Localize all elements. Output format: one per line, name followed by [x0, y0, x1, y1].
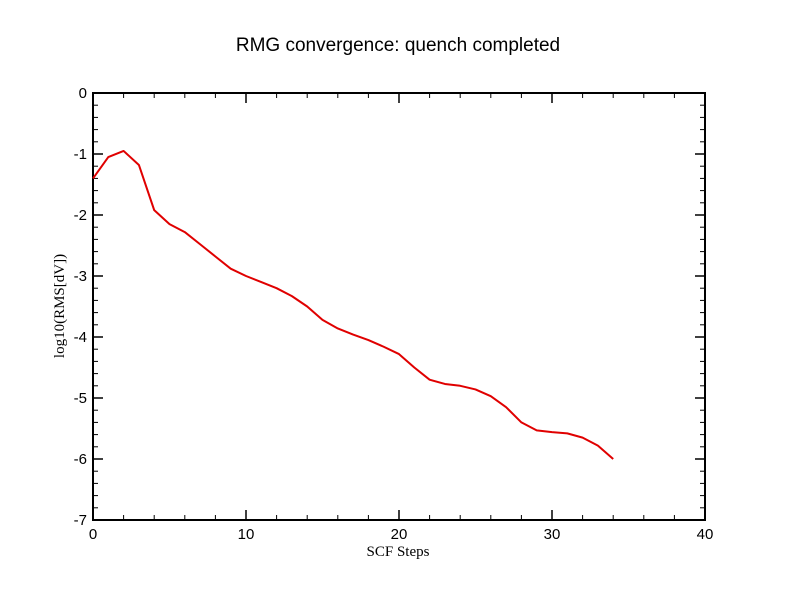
y-tick-label: -4 [74, 329, 87, 346]
y-tick-label: -5 [74, 390, 87, 407]
y-tick-label: -6 [74, 451, 87, 468]
plot-frame [92, 92, 706, 521]
chart-title: RMG convergence: quench completed [236, 35, 560, 56]
series-line [92, 149, 614, 460]
x-tick-label: 20 [391, 526, 408, 543]
y-axis-label: log10(RMS[dV]) [52, 254, 68, 358]
y-tick-label: -1 [74, 146, 87, 163]
y-tick-label: -7 [74, 512, 87, 529]
x-tick-label: 10 [238, 526, 255, 543]
y-tick-label: 0 [79, 85, 87, 102]
x-tick-label: 0 [89, 526, 97, 543]
x-tick-label: 40 [697, 526, 714, 543]
x-tick-label: 30 [544, 526, 561, 543]
x-axis-label: SCF Steps [367, 544, 430, 560]
y-tick-label: -2 [74, 207, 87, 224]
y-tick-label: -3 [74, 268, 87, 285]
